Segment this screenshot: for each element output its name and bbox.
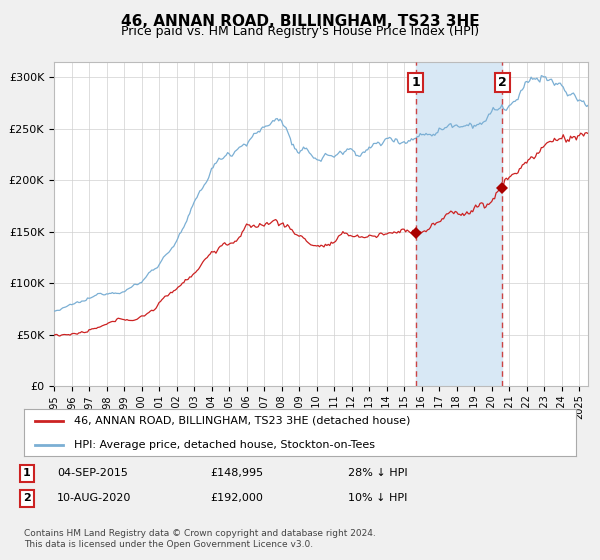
- Text: Contains HM Land Registry data © Crown copyright and database right 2024.
This d: Contains HM Land Registry data © Crown c…: [24, 529, 376, 549]
- Text: 10% ↓ HPI: 10% ↓ HPI: [348, 493, 407, 503]
- Text: 46, ANNAN ROAD, BILLINGHAM, TS23 3HE (detached house): 46, ANNAN ROAD, BILLINGHAM, TS23 3HE (de…: [74, 416, 410, 426]
- Text: 1: 1: [412, 76, 420, 88]
- Bar: [416, 62, 502, 386]
- Text: 28% ↓ HPI: 28% ↓ HPI: [348, 468, 407, 478]
- Text: 2: 2: [23, 493, 31, 503]
- Text: 1: 1: [23, 468, 31, 478]
- Text: £148,995: £148,995: [210, 468, 263, 478]
- Text: HPI: Average price, detached house, Stockton-on-Tees: HPI: Average price, detached house, Stoc…: [74, 440, 374, 450]
- Text: 10-AUG-2020: 10-AUG-2020: [57, 493, 131, 503]
- Text: 04-SEP-2015: 04-SEP-2015: [57, 468, 128, 478]
- Text: £192,000: £192,000: [210, 493, 263, 503]
- Text: Price paid vs. HM Land Registry's House Price Index (HPI): Price paid vs. HM Land Registry's House …: [121, 25, 479, 38]
- Text: 46, ANNAN ROAD, BILLINGHAM, TS23 3HE: 46, ANNAN ROAD, BILLINGHAM, TS23 3HE: [121, 14, 479, 29]
- Text: 2: 2: [498, 76, 507, 88]
